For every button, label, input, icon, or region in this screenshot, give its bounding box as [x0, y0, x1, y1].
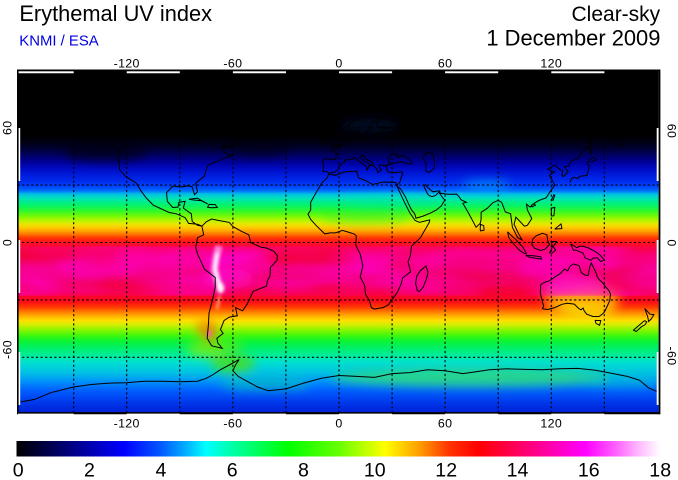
- svg-text:1 December 2009: 1 December 2009: [486, 26, 660, 51]
- svg-text:-60: -60: [1, 340, 15, 359]
- svg-text:120: 120: [540, 417, 562, 431]
- svg-text:0: 0: [335, 56, 342, 70]
- svg-text:-60: -60: [223, 417, 242, 431]
- svg-text:-60: -60: [223, 56, 242, 70]
- svg-text:10: 10: [364, 459, 386, 480]
- svg-text:120: 120: [540, 56, 562, 70]
- svg-text:60: 60: [438, 417, 452, 431]
- svg-text:-120: -120: [114, 417, 140, 431]
- svg-text:Erythemal UV index: Erythemal UV index: [19, 1, 212, 26]
- svg-text:14: 14: [507, 459, 529, 480]
- svg-text:-120: -120: [114, 56, 140, 70]
- svg-text:2: 2: [84, 459, 95, 480]
- svg-text:-60: -60: [664, 347, 678, 366]
- svg-text:0: 0: [13, 459, 24, 480]
- svg-text:4: 4: [155, 459, 166, 480]
- svg-text:0: 0: [1, 239, 15, 246]
- svg-text:Clear-sky: Clear-sky: [572, 3, 661, 26]
- svg-text:60: 60: [438, 56, 452, 70]
- svg-text:0: 0: [335, 417, 342, 431]
- svg-text:8: 8: [298, 459, 309, 480]
- svg-text:16: 16: [578, 459, 600, 480]
- svg-text:60: 60: [664, 124, 678, 138]
- svg-text:60: 60: [1, 120, 15, 134]
- svg-text:18: 18: [649, 459, 671, 480]
- svg-text:12: 12: [435, 459, 457, 480]
- svg-text:KNMI / ESA: KNMI / ESA: [19, 34, 99, 50]
- svg-text:0: 0: [664, 239, 678, 246]
- svg-text:6: 6: [227, 459, 238, 480]
